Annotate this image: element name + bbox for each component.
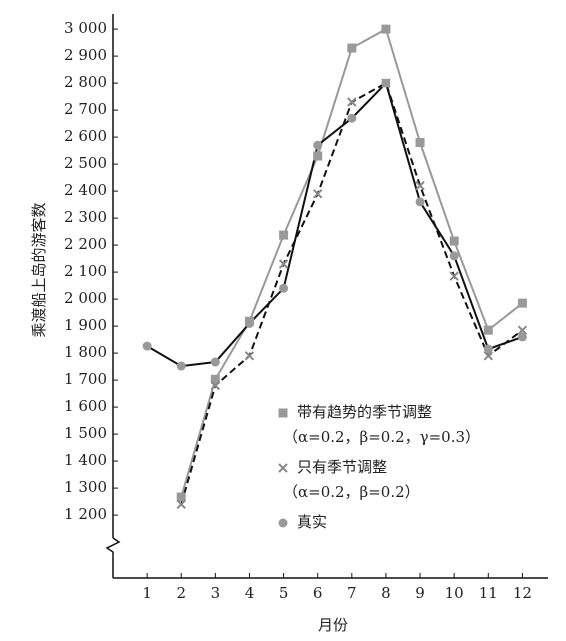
y-tick-label: 1 300 [64, 478, 107, 496]
data-point [279, 230, 289, 240]
data-point [381, 78, 391, 88]
data-point [244, 351, 255, 361]
y-tick-label: 3 000 [64, 19, 107, 37]
series-line [180, 27, 524, 498]
x-tick-label: 4 [245, 584, 255, 602]
x-tick-label: 9 [415, 584, 425, 602]
data-point [176, 361, 186, 371]
data-point [176, 499, 186, 510]
data-point [415, 181, 425, 191]
data-point [517, 332, 527, 342]
data-point [312, 189, 323, 199]
data-point [210, 380, 221, 391]
data-point [483, 351, 494, 361]
x-tick-label: 6 [313, 584, 323, 602]
x-tick-label: 11 [479, 584, 498, 602]
legend-label: 只有季节调整 [297, 458, 387, 476]
data-point [517, 325, 528, 335]
x-axis-label: 月份 [318, 616, 348, 634]
data-point [449, 236, 459, 246]
data-point [244, 318, 254, 328]
data-point [483, 325, 493, 335]
data-point [347, 43, 357, 53]
series-line [146, 81, 523, 368]
y-tick-label: 1 400 [64, 451, 107, 469]
data-point [449, 271, 459, 281]
y-tick-label: 2 400 [64, 181, 107, 199]
x-tick-label: 1 [142, 584, 152, 602]
legend-label: 真实 [297, 513, 327, 531]
legend-marker [278, 518, 288, 528]
y-tick-label: 1 500 [64, 424, 107, 442]
data-point [313, 151, 323, 161]
y-tick-label: 1 700 [64, 370, 107, 388]
data-point [415, 138, 425, 148]
y-tick-label: 1 200 [64, 505, 107, 523]
y-tick-label: 2 000 [64, 289, 107, 307]
x-tick-label: 3 [211, 584, 221, 602]
y-tick-label: 2 900 [64, 46, 107, 64]
y-tick-label: 2 500 [64, 154, 107, 172]
x-tick-label: 12 [513, 584, 532, 602]
y-tick-label: 2 200 [64, 235, 107, 253]
data-point [210, 374, 220, 384]
legend-marker [278, 408, 288, 418]
y-tick-label: 1 900 [64, 316, 107, 334]
x-tick-label: 7 [347, 584, 357, 602]
legend-label: 带有趋势的季节调整 [297, 403, 432, 421]
data-point [415, 197, 425, 207]
data-point [313, 140, 323, 150]
data-point [278, 259, 289, 269]
x-tick-label: 8 [381, 584, 391, 602]
x-tick-label: 10 [445, 584, 464, 602]
data-point [381, 24, 391, 34]
y-tick-label: 2 700 [64, 100, 107, 118]
x-tick-label: 2 [176, 584, 186, 602]
axis-break [105, 537, 121, 578]
data-point [483, 344, 493, 354]
x-tick-label: 5 [279, 584, 289, 602]
y-tick-label: 2 100 [64, 262, 107, 280]
legend-marker [278, 463, 288, 473]
y-tick-label: 2 300 [64, 208, 107, 226]
y-tick-label: 1 600 [64, 397, 107, 415]
y-axis-label: 乘渡船上岛的游客数 [30, 202, 48, 337]
data-point [279, 283, 289, 293]
legend-parameters: （α=0.2，β=0.2） [283, 483, 420, 501]
data-point [449, 251, 459, 261]
data-point [347, 113, 357, 123]
data-point [347, 97, 357, 107]
y-tick-label: 2 600 [64, 127, 107, 145]
data-point [210, 357, 220, 367]
y-tick-label: 1 800 [64, 343, 107, 361]
y-tick-label: 2 800 [64, 73, 107, 91]
data-point [517, 298, 527, 308]
data-point [176, 492, 186, 502]
data-point [142, 341, 152, 351]
legend-parameters: （α=0.2，β=0.2，γ=0.3） [283, 428, 480, 446]
